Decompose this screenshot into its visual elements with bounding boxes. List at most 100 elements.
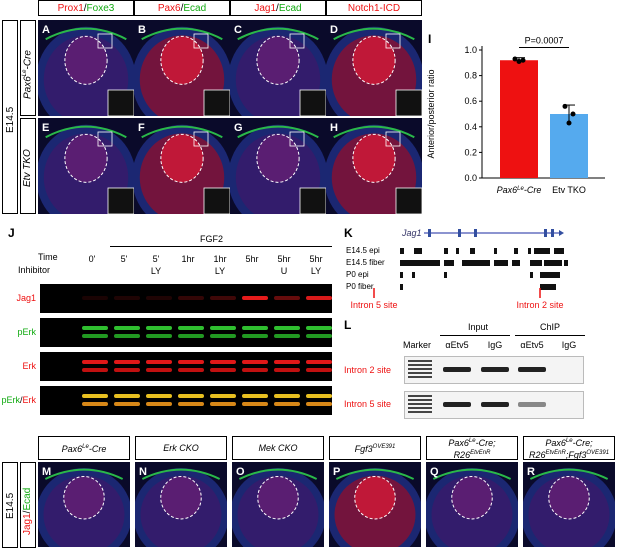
header-sep-2: / xyxy=(180,3,184,14)
peak xyxy=(540,272,560,278)
micrograph-E: E xyxy=(38,118,134,214)
peak xyxy=(512,260,520,266)
gel-rowlabel-2: Intron 5 site xyxy=(344,399,392,409)
bottom-letter-M: M xyxy=(42,466,52,478)
band xyxy=(146,394,172,398)
track-label-1: E14.5 epi xyxy=(346,246,380,255)
bottom-letter-P: P xyxy=(333,466,341,478)
bottom-stain-box: Jag1/Ecad xyxy=(20,462,36,548)
peak xyxy=(514,248,518,254)
blot-3 xyxy=(40,352,332,381)
gene-arrow xyxy=(559,230,564,236)
bottom-title-P: Fgf3OVE391 xyxy=(354,444,396,454)
bottom-header-R: Pax6Le-Cre; R26EtvEnR;Fgf3OVE391 xyxy=(523,436,615,460)
gel-rowlabel-1: Intron 2 site xyxy=(344,365,392,375)
bottom-title-Q: Pax6Le-Cre; R26EtvEnR xyxy=(448,438,496,460)
ladder-band xyxy=(408,403,432,405)
time-5: 1hr xyxy=(213,254,227,264)
peak xyxy=(400,284,403,290)
band xyxy=(274,334,300,338)
data-point xyxy=(562,103,568,109)
y-tick-label: 1.0 xyxy=(464,45,477,55)
site-label-1: Intron 5 site xyxy=(350,300,397,310)
band xyxy=(114,368,140,372)
peak xyxy=(494,248,497,254)
band xyxy=(210,326,236,330)
time-3: 5' xyxy=(152,254,160,264)
band xyxy=(210,334,236,338)
gel-band xyxy=(518,402,546,407)
band xyxy=(82,368,108,372)
bottom-stain-label: Jag1/Ecad xyxy=(22,488,33,535)
track-label-2: E14.5 fiber xyxy=(346,258,385,267)
input-line xyxy=(440,335,510,336)
band xyxy=(146,368,172,372)
stage-label-box: E14.5 xyxy=(2,20,18,214)
bottom-micrograph-Q: Q xyxy=(426,462,518,547)
ladder-band xyxy=(408,376,432,378)
band xyxy=(146,402,172,406)
time-8: 5hr xyxy=(309,254,323,264)
time-6: 5hr xyxy=(245,254,259,264)
blot-1 xyxy=(40,284,332,313)
bottom-title-R: Pax6Le-Cre; R26EtvEnR;Fgf3OVE391 xyxy=(528,438,610,460)
peak xyxy=(534,248,550,254)
stain-red: Jag1 xyxy=(22,513,33,535)
micrograph-C: C xyxy=(230,20,326,116)
peak xyxy=(530,260,542,266)
peak xyxy=(444,248,448,254)
band xyxy=(306,402,332,406)
panel-J-letter: J xyxy=(8,226,15,240)
peak xyxy=(400,248,404,254)
panel-L-letter: L xyxy=(344,318,352,332)
marker-label: Marker xyxy=(403,340,432,350)
header-green-3: Ecad xyxy=(278,3,302,14)
inhibitor-7: U xyxy=(280,266,288,276)
blot-label-4: pErk/Erk xyxy=(0,395,36,405)
inhibitor-label: Inhibitor xyxy=(18,265,51,275)
band xyxy=(178,402,204,406)
column-header-3: Jag1/Ecad xyxy=(230,0,326,16)
band xyxy=(82,394,108,398)
bottom-letter-R: R xyxy=(527,466,535,478)
gel-lane-4: IgG xyxy=(561,340,577,350)
ladder-band xyxy=(408,395,432,397)
blot-label-part: pErk xyxy=(17,327,36,337)
gene-label: Jag1 xyxy=(401,228,422,238)
exon xyxy=(474,229,477,237)
bottom-micrograph-O: O xyxy=(232,462,324,547)
header-red-3: Jag1 xyxy=(254,3,277,14)
peak xyxy=(444,272,447,278)
exon xyxy=(551,229,554,237)
header-green-1: Foxe3 xyxy=(86,3,115,14)
bottom-header-Q: Pax6Le-Cre; R26EtvEnR xyxy=(426,436,518,460)
band xyxy=(242,296,268,300)
micrograph-H: H xyxy=(326,118,422,214)
time-2: 5' xyxy=(120,254,128,264)
band xyxy=(242,326,268,330)
micrograph-D: D xyxy=(326,20,422,116)
blot-label-2: pErk xyxy=(0,327,36,337)
header-sep-1: / xyxy=(83,3,87,14)
panel-letter-D: D xyxy=(330,24,338,36)
band xyxy=(306,296,332,300)
gel-lane-3: αEtv5 xyxy=(520,340,544,350)
row-label-1: Pax6Le-Cre xyxy=(22,50,34,99)
time-label: Time xyxy=(38,252,58,262)
site-label-2: Intron 2 site xyxy=(516,300,563,310)
header-sep-3: / xyxy=(276,3,279,14)
gel-lane-2: IgG xyxy=(487,340,503,350)
column-header-1: Prox1/Foxe3 xyxy=(38,0,134,16)
band xyxy=(242,360,268,364)
band xyxy=(274,368,300,372)
y-axis-label: Anterior/posterior ratio xyxy=(426,69,436,158)
ladder-band xyxy=(408,364,432,366)
peak xyxy=(528,248,531,254)
gel-band xyxy=(481,367,509,372)
inhibitor-8: LY xyxy=(310,266,322,276)
category-label-2: Etv TKO xyxy=(552,185,586,195)
band xyxy=(114,402,140,406)
bar-chart: 0.0 0.2 0.4 0.6 0.8 1.0 Anterior/posterior rat… xyxy=(426,35,605,195)
band xyxy=(242,394,268,398)
band xyxy=(306,394,332,398)
